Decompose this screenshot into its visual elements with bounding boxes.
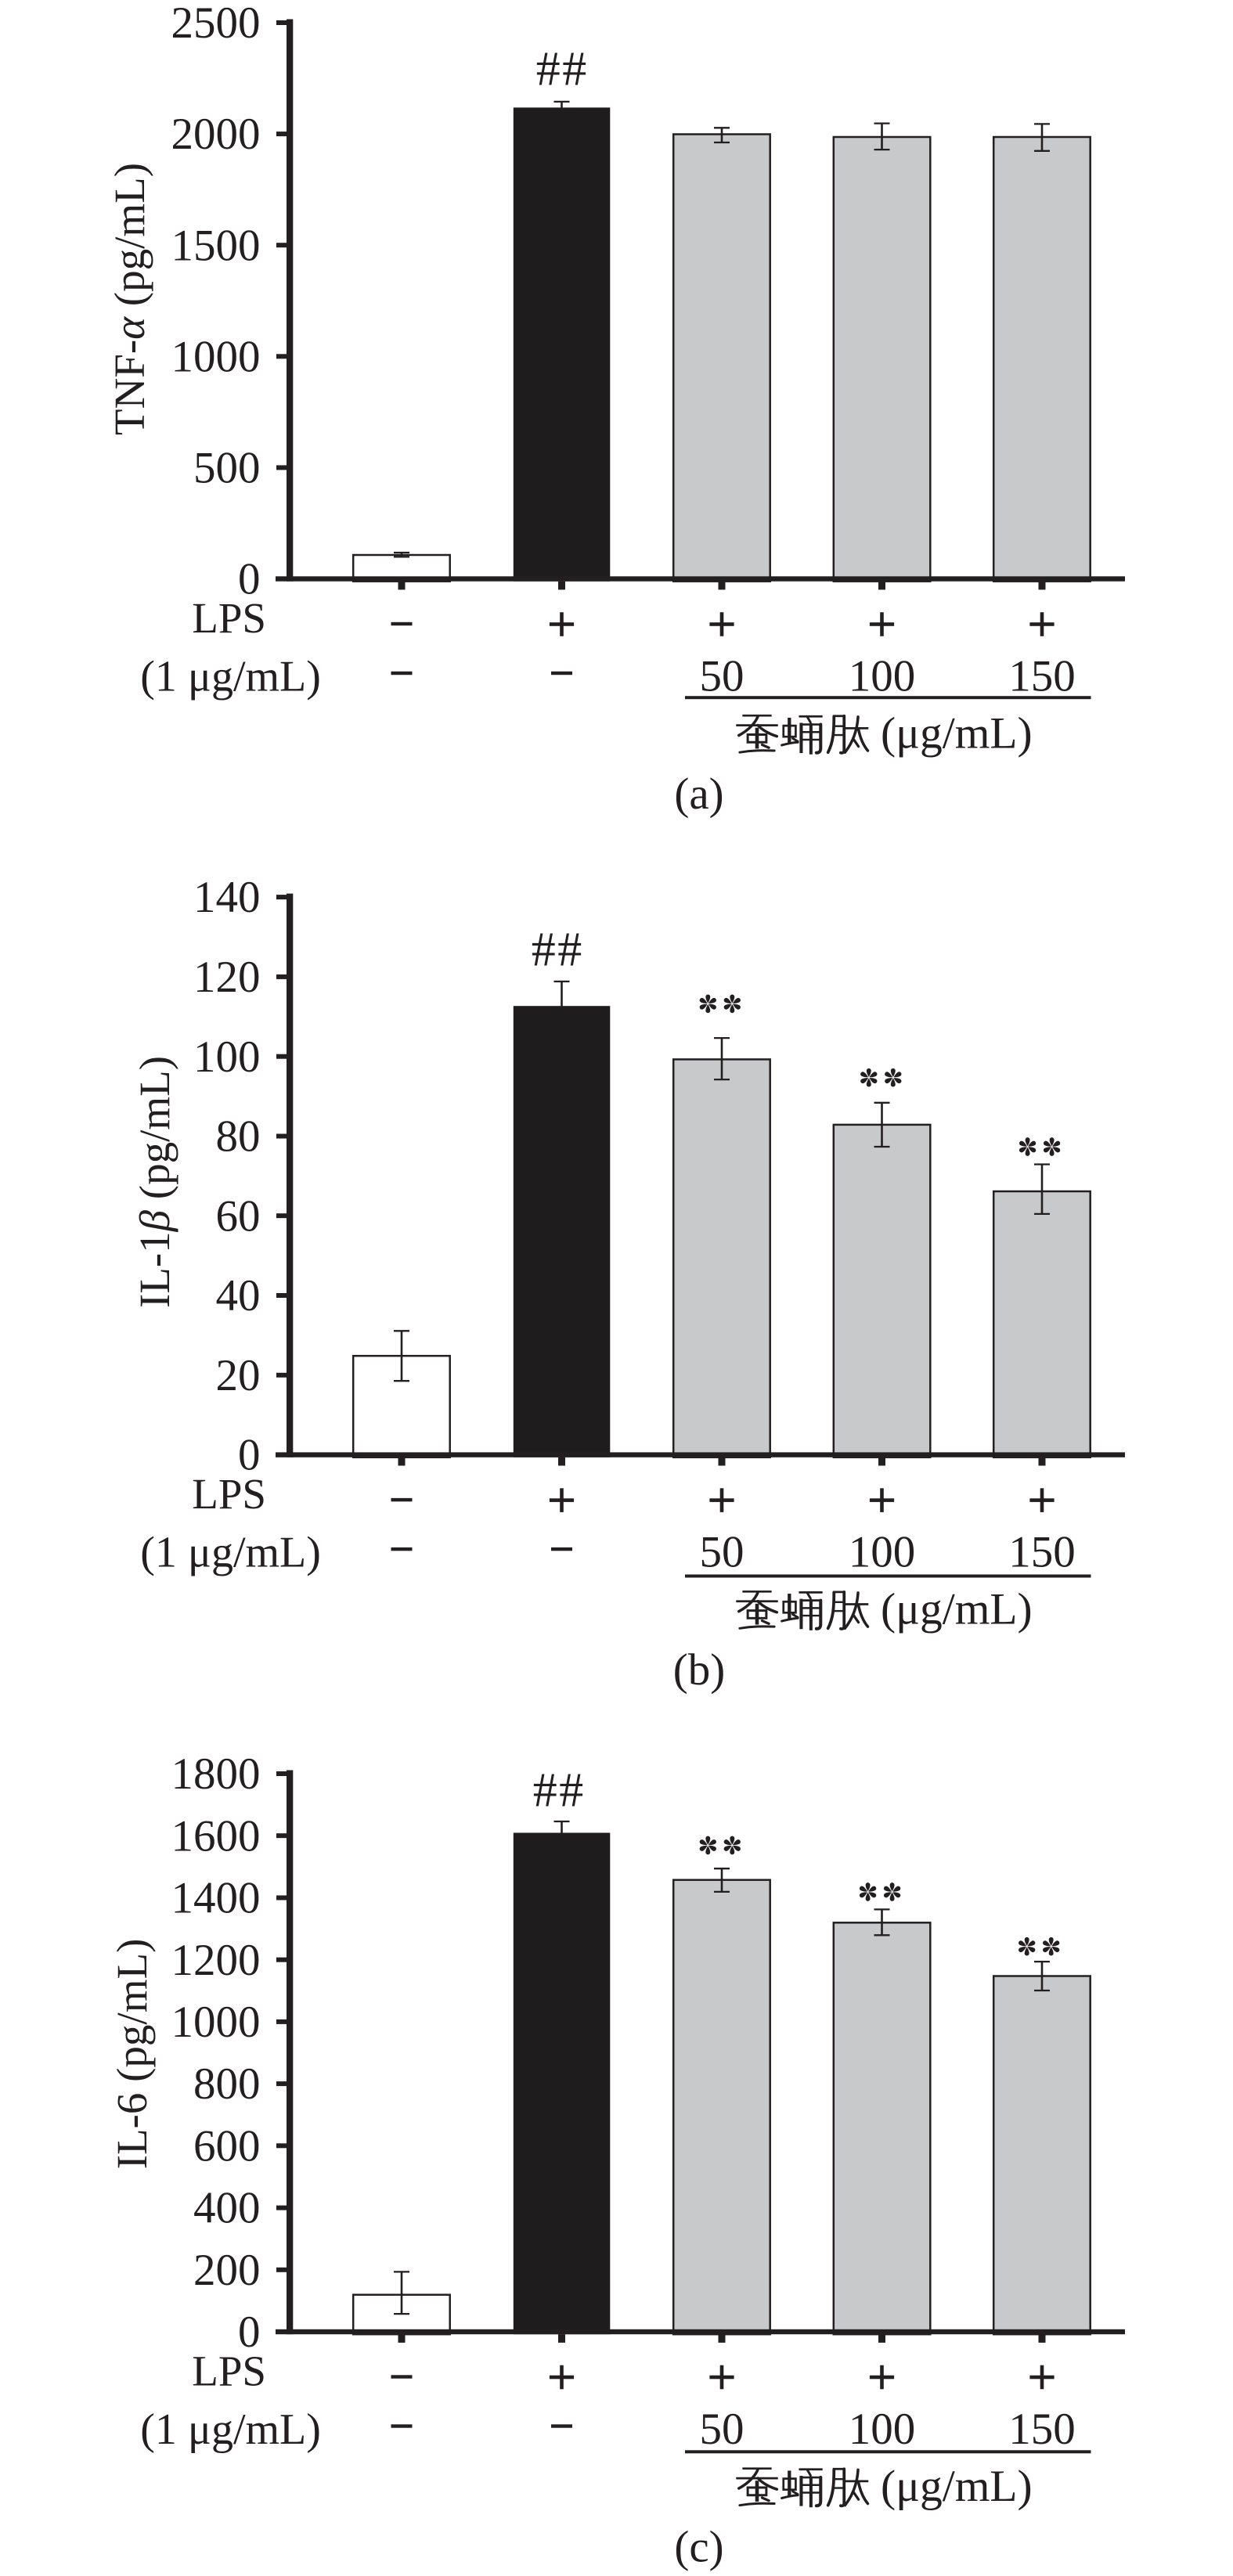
svg-text:400: 400 — [193, 2184, 261, 2233]
svg-text:(μg/mL): (μg/mL) — [881, 709, 1033, 758]
svg-text:0: 0 — [238, 1431, 261, 1480]
svg-text:150: 150 — [1008, 1528, 1076, 1577]
svg-text:60: 60 — [216, 1191, 261, 1241]
svg-text:(1 μg/mL): (1 μg/mL) — [140, 1529, 321, 1577]
svg-text:##: ## — [532, 924, 584, 977]
svg-text:##: ## — [536, 43, 589, 96]
svg-text:50: 50 — [700, 1528, 744, 1577]
svg-text:##: ## — [533, 1764, 586, 1818]
svg-text:500: 500 — [193, 444, 261, 493]
svg-text:40: 40 — [216, 1271, 261, 1320]
svg-text:20: 20 — [216, 1351, 261, 1400]
svg-text:(μg/mL): (μg/mL) — [881, 2462, 1033, 2511]
svg-text:TNF-α (pg/mL): TNF-α (pg/mL) — [106, 163, 153, 435]
svg-text:1000: 1000 — [171, 1998, 261, 2047]
svg-text:(1 μg/mL): (1 μg/mL) — [140, 2405, 321, 2454]
svg-text:800: 800 — [193, 2059, 261, 2109]
svg-text:LPS: LPS — [192, 2347, 266, 2395]
svg-text:(a): (a) — [674, 769, 723, 819]
svg-text:1000: 1000 — [171, 332, 261, 381]
svg-text:(1 μg/mL): (1 μg/mL) — [140, 653, 321, 701]
svg-text:50: 50 — [700, 652, 744, 701]
svg-text:2500: 2500 — [171, 0, 261, 48]
svg-text:IL-1β (pg/mL): IL-1β (pg/mL) — [131, 1056, 178, 1308]
svg-text:150: 150 — [1008, 652, 1076, 701]
svg-text:1200: 1200 — [171, 1936, 261, 1985]
svg-text:(b): (b) — [673, 1645, 725, 1695]
svg-text:0: 0 — [238, 555, 261, 604]
svg-text:1400: 1400 — [171, 1874, 261, 1923]
svg-text:1600: 1600 — [171, 1811, 261, 1861]
svg-text:IL-6 (pg/mL): IL-6 (pg/mL) — [108, 1939, 156, 2170]
svg-text:LPS: LPS — [192, 1470, 266, 1518]
svg-text:2000: 2000 — [171, 110, 261, 159]
svg-text:150: 150 — [1008, 2405, 1076, 2454]
svg-text:100: 100 — [849, 652, 916, 701]
svg-text:200: 200 — [193, 2246, 261, 2295]
svg-text:100: 100 — [849, 1528, 916, 1577]
svg-text:80: 80 — [216, 1112, 261, 1162]
svg-text:(c): (c) — [674, 2523, 723, 2572]
svg-text:600: 600 — [193, 2121, 261, 2171]
svg-text:1800: 1800 — [171, 1749, 261, 1799]
svg-text:1500: 1500 — [171, 221, 261, 270]
svg-text:50: 50 — [700, 2405, 744, 2454]
svg-text:LPS: LPS — [192, 594, 266, 642]
svg-text:0: 0 — [238, 2308, 261, 2357]
svg-text:140: 140 — [193, 873, 261, 922]
svg-text:100: 100 — [193, 1032, 261, 1082]
svg-text:100: 100 — [849, 2405, 916, 2454]
svg-text:(μg/mL): (μg/mL) — [881, 1585, 1033, 1634]
svg-text:120: 120 — [193, 953, 261, 1002]
